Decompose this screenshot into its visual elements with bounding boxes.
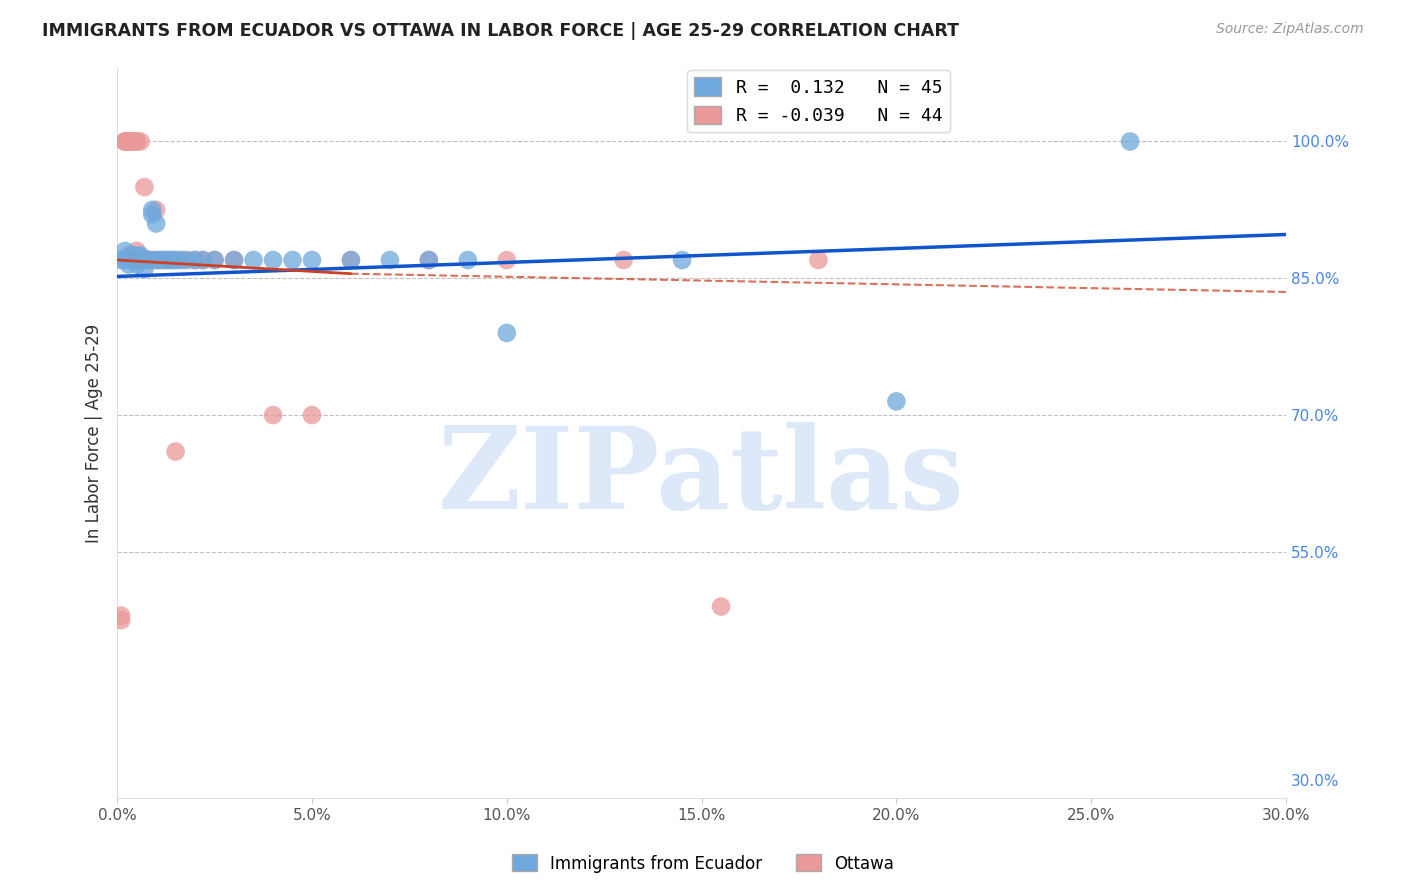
Point	[204, 253, 226, 268]
Point	[191, 253, 214, 268]
Point	[121, 135, 143, 149]
Point	[378, 253, 401, 268]
Point	[118, 253, 141, 268]
Point	[125, 135, 148, 149]
Point	[156, 253, 179, 268]
Point	[114, 244, 136, 258]
Point	[340, 253, 363, 268]
Point	[145, 253, 167, 268]
Y-axis label: In Labor Force | Age 25-29: In Labor Force | Age 25-29	[86, 324, 103, 543]
Point	[457, 253, 479, 268]
Point	[141, 202, 163, 217]
Point	[121, 248, 143, 262]
Point	[204, 253, 226, 268]
Point	[134, 253, 156, 268]
Point	[145, 202, 167, 217]
Point	[118, 248, 141, 262]
Point	[176, 253, 198, 268]
Point	[495, 253, 517, 268]
Point	[121, 253, 143, 268]
Point	[125, 244, 148, 258]
Point	[242, 253, 264, 268]
Point	[125, 248, 148, 262]
Point	[138, 253, 160, 268]
Point	[129, 253, 152, 268]
Point	[165, 253, 187, 268]
Point	[613, 253, 636, 268]
Point	[153, 253, 176, 268]
Text: ZIPatlas: ZIPatlas	[439, 422, 965, 533]
Point	[281, 253, 304, 268]
Point	[160, 253, 183, 268]
Point	[129, 253, 152, 268]
Point	[807, 253, 830, 268]
Point	[222, 253, 245, 268]
Point	[118, 135, 141, 149]
Point	[125, 253, 148, 268]
Point	[145, 217, 167, 231]
Point	[129, 135, 152, 149]
Point	[418, 253, 440, 268]
Point	[125, 135, 148, 149]
Text: Source: ZipAtlas.com: Source: ZipAtlas.com	[1216, 22, 1364, 37]
Point	[114, 135, 136, 149]
Point	[886, 394, 908, 409]
Point	[145, 253, 167, 268]
Point	[118, 135, 141, 149]
Text: IMMIGRANTS FROM ECUADOR VS OTTAWA IN LABOR FORCE | AGE 25-29 CORRELATION CHART: IMMIGRANTS FROM ECUADOR VS OTTAWA IN LAB…	[42, 22, 959, 40]
Point	[114, 135, 136, 149]
Point	[121, 253, 143, 268]
Point	[129, 253, 152, 268]
Point	[153, 253, 176, 268]
Point	[149, 253, 172, 268]
Point	[125, 253, 148, 268]
Point	[129, 248, 152, 262]
Point	[169, 253, 191, 268]
Legend: Immigrants from Ecuador, Ottawa: Immigrants from Ecuador, Ottawa	[505, 847, 901, 880]
Point	[125, 253, 148, 268]
Point	[671, 253, 693, 268]
Point	[262, 408, 284, 422]
Point	[184, 253, 207, 268]
Point	[340, 253, 363, 268]
Point	[222, 253, 245, 268]
Point	[134, 262, 156, 277]
Point	[121, 253, 143, 268]
Point	[110, 608, 132, 623]
Point	[134, 253, 156, 268]
Point	[118, 135, 141, 149]
Point	[138, 253, 160, 268]
Point	[160, 253, 183, 268]
Point	[118, 135, 141, 149]
Point	[110, 253, 132, 268]
Point	[184, 253, 207, 268]
Point	[141, 207, 163, 221]
Point	[114, 135, 136, 149]
Point	[114, 253, 136, 268]
Point	[138, 253, 160, 268]
Point	[1119, 135, 1142, 149]
Point	[262, 253, 284, 268]
Point	[172, 253, 194, 268]
Point	[141, 253, 163, 268]
Point	[301, 253, 323, 268]
Point	[418, 253, 440, 268]
Point	[165, 444, 187, 458]
Point	[134, 180, 156, 194]
Point	[710, 599, 733, 614]
Point	[125, 258, 148, 272]
Point	[191, 253, 214, 268]
Point	[495, 326, 517, 340]
Point	[134, 253, 156, 268]
Legend: R =  0.132   N = 45, R = -0.039   N = 44: R = 0.132 N = 45, R = -0.039 N = 44	[688, 70, 949, 132]
Point	[138, 253, 160, 268]
Point	[121, 135, 143, 149]
Point	[118, 258, 141, 272]
Point	[110, 613, 132, 627]
Point	[301, 408, 323, 422]
